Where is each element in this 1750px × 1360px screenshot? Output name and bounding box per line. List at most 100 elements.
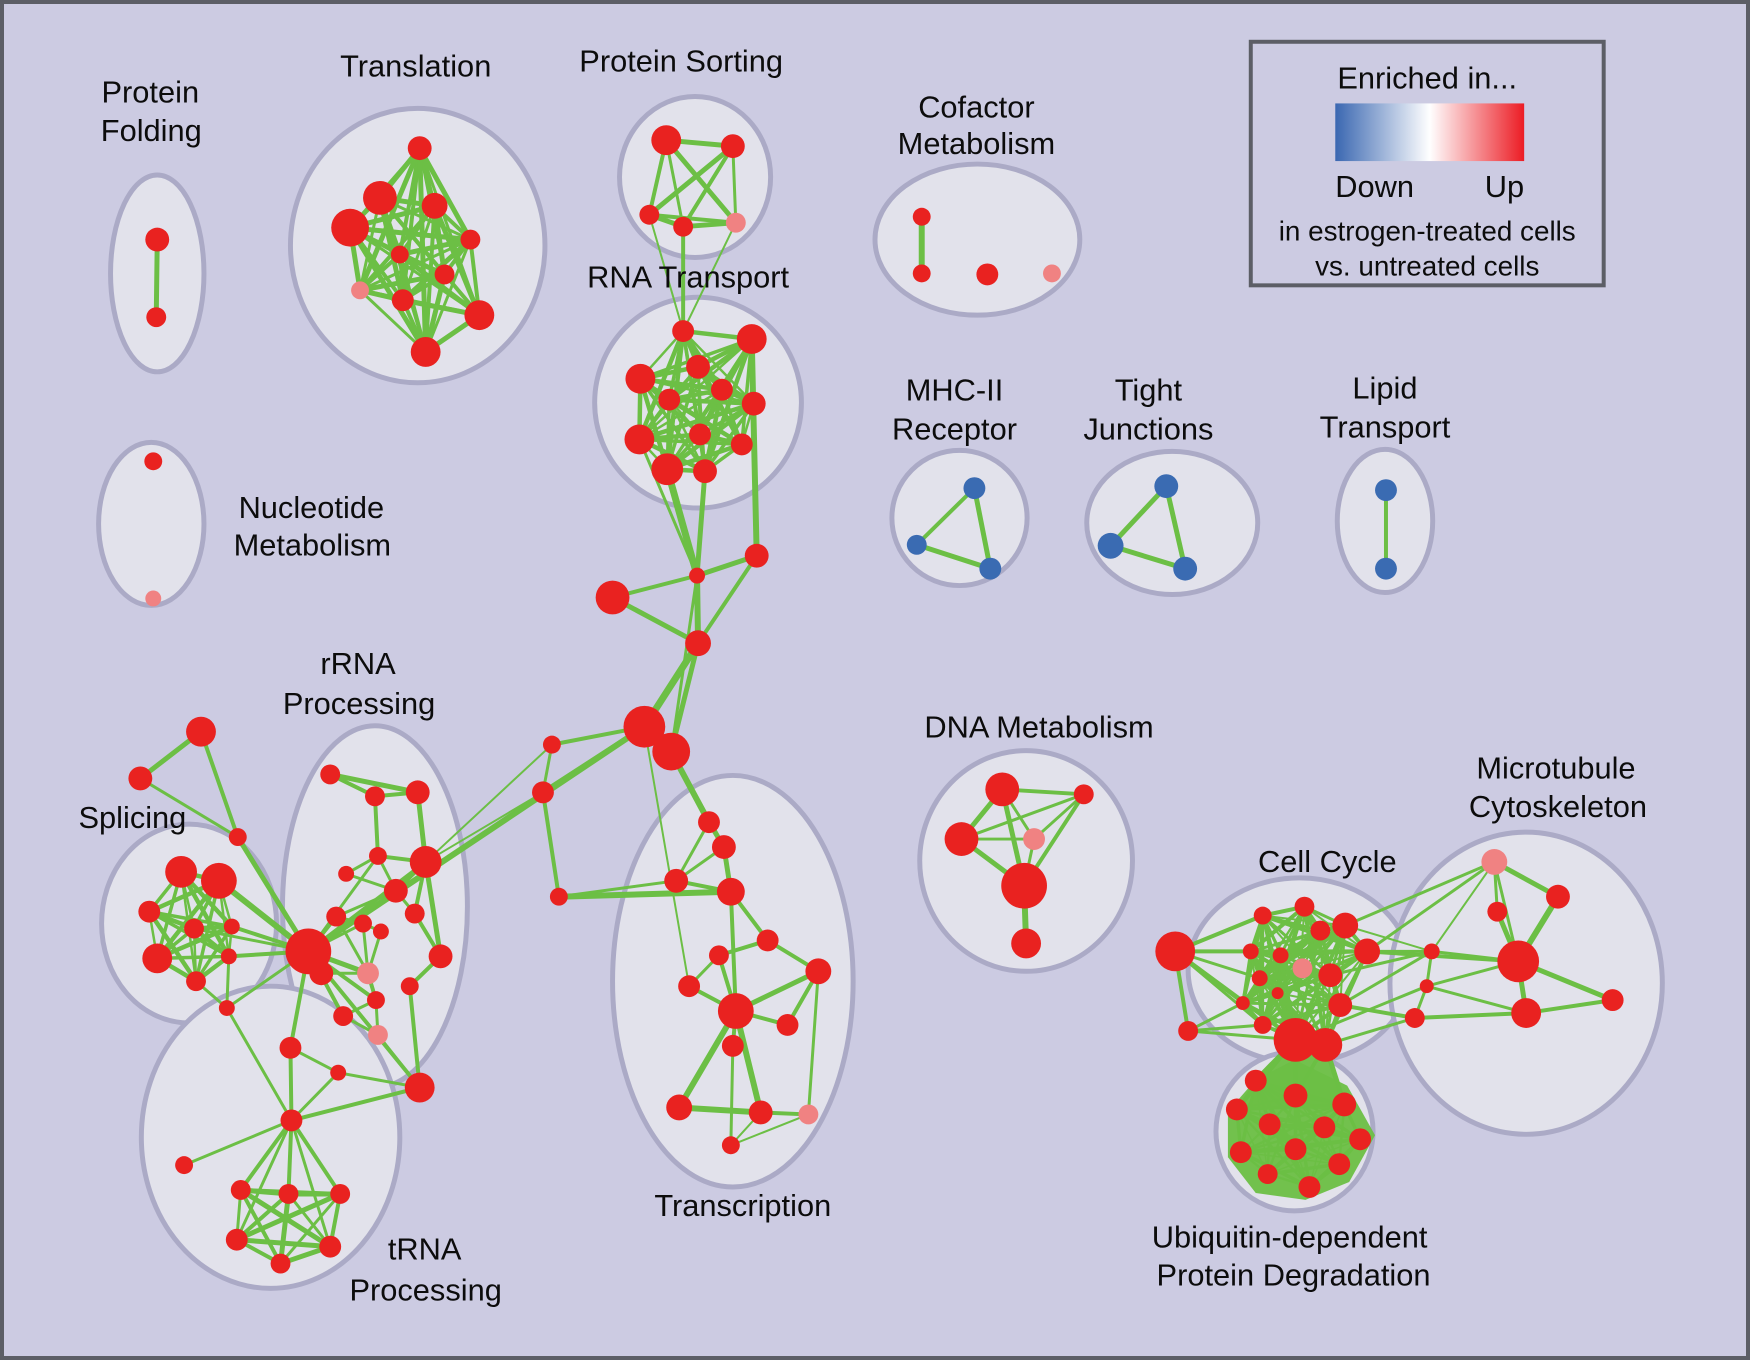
node-n3[interactable] <box>1487 901 1508 922</box>
node-tl6[interactable] <box>390 245 409 264</box>
node-r10[interactable] <box>372 923 389 940</box>
node-b10[interactable] <box>1257 1164 1278 1185</box>
node-m4[interactable] <box>685 630 711 657</box>
node-r9[interactable] <box>354 914 372 933</box>
node-n4[interactable] <box>1497 940 1540 983</box>
node-u8[interactable] <box>270 1253 291 1274</box>
node-tl5[interactable] <box>460 229 481 250</box>
node-m5[interactable] <box>623 705 666 748</box>
node-n1[interactable] <box>1481 849 1508 875</box>
node-nm1[interactable] <box>144 452 163 471</box>
node-tl11[interactable] <box>410 337 441 367</box>
node-mh2[interactable] <box>906 534 927 555</box>
node-s3[interactable] <box>138 900 161 923</box>
node-b4[interactable] <box>1225 1098 1248 1121</box>
node-ps4[interactable] <box>673 216 694 237</box>
node-x2[interactable] <box>711 835 736 859</box>
node-c4[interactable] <box>1294 896 1315 917</box>
node-s4[interactable] <box>184 918 204 939</box>
node-r1[interactable] <box>320 764 341 785</box>
node-x11[interactable] <box>776 1014 799 1036</box>
node-m1[interactable] <box>689 567 706 584</box>
node-ps1[interactable] <box>651 125 682 156</box>
node-d6[interactable] <box>1011 928 1042 959</box>
node-s1[interactable] <box>165 855 198 888</box>
node-s2[interactable] <box>200 862 237 899</box>
node-t1[interactable] <box>186 716 216 747</box>
node-x10[interactable] <box>717 993 754 1029</box>
node-rte[interactable] <box>710 378 733 401</box>
node-rtg[interactable] <box>741 391 766 416</box>
node-c5[interactable] <box>1310 920 1331 941</box>
node-r2[interactable] <box>365 786 385 807</box>
node-u1[interactable] <box>280 1109 303 1132</box>
node-x4[interactable] <box>716 877 745 906</box>
node-rta[interactable] <box>672 320 695 342</box>
node-x3[interactable] <box>664 868 689 893</box>
node-r14[interactable] <box>367 991 385 1010</box>
node-n5[interactable] <box>1511 998 1542 1028</box>
node-r3[interactable] <box>405 780 430 805</box>
node-ps2[interactable] <box>720 134 745 159</box>
node-b6[interactable] <box>1313 1116 1336 1139</box>
node-c7[interactable] <box>1354 938 1381 965</box>
node-c1[interactable] <box>1155 931 1196 972</box>
node-r7[interactable] <box>383 878 408 903</box>
node-t2[interactable] <box>128 766 153 791</box>
node-r12[interactable] <box>357 962 379 985</box>
node-s6[interactable] <box>142 943 173 974</box>
node-u3[interactable] <box>230 1180 251 1200</box>
node-c13[interactable] <box>1271 987 1284 1000</box>
node-tj3[interactable] <box>1173 556 1198 581</box>
node-m8[interactable] <box>532 781 554 804</box>
node-rtk[interactable] <box>651 453 684 486</box>
node-r5[interactable] <box>338 865 355 882</box>
node-n8[interactable] <box>1419 979 1434 994</box>
node-u4[interactable] <box>278 1184 299 1204</box>
node-n2[interactable] <box>1546 884 1570 909</box>
node-tl7[interactable] <box>434 264 455 285</box>
node-tl4[interactable] <box>331 208 369 247</box>
node-tl2[interactable] <box>363 180 397 215</box>
node-r6[interactable] <box>409 846 442 878</box>
node-s8[interactable] <box>220 948 237 965</box>
node-c10[interactable] <box>1292 958 1313 979</box>
node-x14[interactable] <box>748 1100 773 1125</box>
node-rtf[interactable] <box>658 388 681 411</box>
node-d2[interactable] <box>1073 784 1094 805</box>
node-x16[interactable] <box>721 1136 740 1155</box>
node-c6[interactable] <box>1332 912 1359 939</box>
node-r4[interactable] <box>368 847 387 865</box>
node-x7[interactable] <box>708 945 729 966</box>
node-m6[interactable] <box>652 732 691 771</box>
node-r17[interactable] <box>400 977 419 996</box>
node-rtj[interactable] <box>730 433 753 456</box>
node-rtd[interactable] <box>625 363 656 394</box>
node-b5[interactable] <box>1258 1113 1281 1136</box>
node-c16[interactable] <box>1328 993 1353 1018</box>
node-c12[interactable] <box>1318 963 1343 988</box>
node-d1[interactable] <box>985 772 1020 807</box>
node-r18[interactable] <box>279 1036 302 1059</box>
node-x8[interactable] <box>678 975 701 998</box>
node-c11[interactable] <box>1251 970 1268 987</box>
node-tl9[interactable] <box>391 289 414 312</box>
node-c14[interactable] <box>1235 996 1250 1011</box>
node-x5[interactable] <box>549 887 568 906</box>
node-b3[interactable] <box>1332 1092 1357 1117</box>
node-s7[interactable] <box>186 971 206 992</box>
node-x13[interactable] <box>666 1094 693 1121</box>
node-c9[interactable] <box>1272 947 1289 964</box>
node-s5[interactable] <box>223 918 240 935</box>
node-b11[interactable] <box>1328 1153 1351 1176</box>
node-r20[interactable] <box>330 1064 347 1081</box>
node-x1[interactable] <box>698 811 720 834</box>
node-s9[interactable] <box>218 1000 235 1017</box>
node-cf2[interactable] <box>912 264 931 283</box>
node-b12[interactable] <box>1298 1176 1321 1198</box>
node-ps5[interactable] <box>725 212 746 233</box>
node-x6[interactable] <box>756 929 779 952</box>
node-tj2[interactable] <box>1097 532 1124 559</box>
node-nm2[interactable] <box>145 590 162 607</box>
node-r15[interactable] <box>333 1006 354 1026</box>
